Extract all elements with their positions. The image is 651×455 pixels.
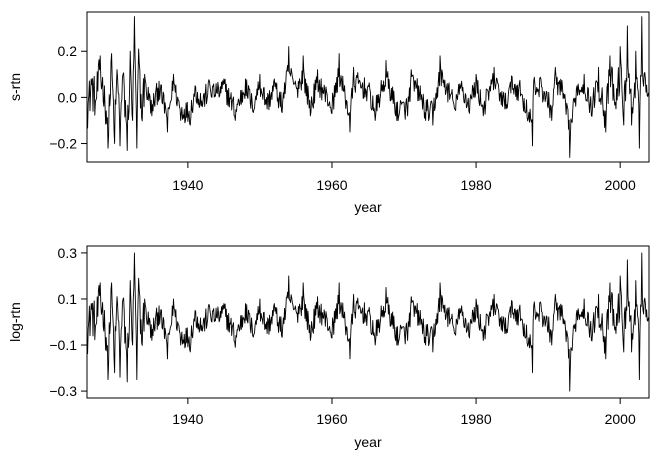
- panel-simple-returns: 1940 1960 1980 2000 −0.2 0.0 0.2 year s-rtn: [7, 11, 650, 215]
- x-tick-label: 1940: [172, 411, 203, 427]
- x-tick-label: 2000: [605, 177, 636, 193]
- y-tick-label: −0.2: [49, 136, 77, 152]
- x-tick-label: 1940: [172, 177, 203, 193]
- y-tick-label: −0.3: [49, 383, 77, 399]
- y-tick-label: 0.1: [58, 291, 78, 307]
- panel-log-returns: 1940 1960 1980 2000 −0.3 −0.1 0.1 0.3 year log-rt…: [7, 245, 650, 450]
- x-axis-label: year: [354, 199, 382, 215]
- x-tick-label: 2000: [605, 411, 636, 427]
- y-axis-label: log-rtn: [7, 302, 23, 342]
- x-tick-label: 1980: [460, 177, 491, 193]
- series-line: [86, 252, 649, 392]
- y-tick-label: −0.1: [49, 337, 77, 353]
- series-line: [86, 16, 649, 158]
- x-axis-label: year: [354, 434, 382, 450]
- y-axis-label: s-rtn: [7, 73, 23, 101]
- y-tick-label: 0.2: [58, 43, 78, 59]
- plot-frame: [86, 245, 650, 399]
- plot-frame: [86, 11, 650, 163]
- x-tick-label: 1960: [316, 177, 347, 193]
- x-tick-label: 1960: [316, 411, 347, 427]
- y-tick-label: 0.3: [58, 245, 78, 261]
- y-tick-label: 0.0: [58, 89, 78, 105]
- x-tick-label: 1980: [460, 411, 491, 427]
